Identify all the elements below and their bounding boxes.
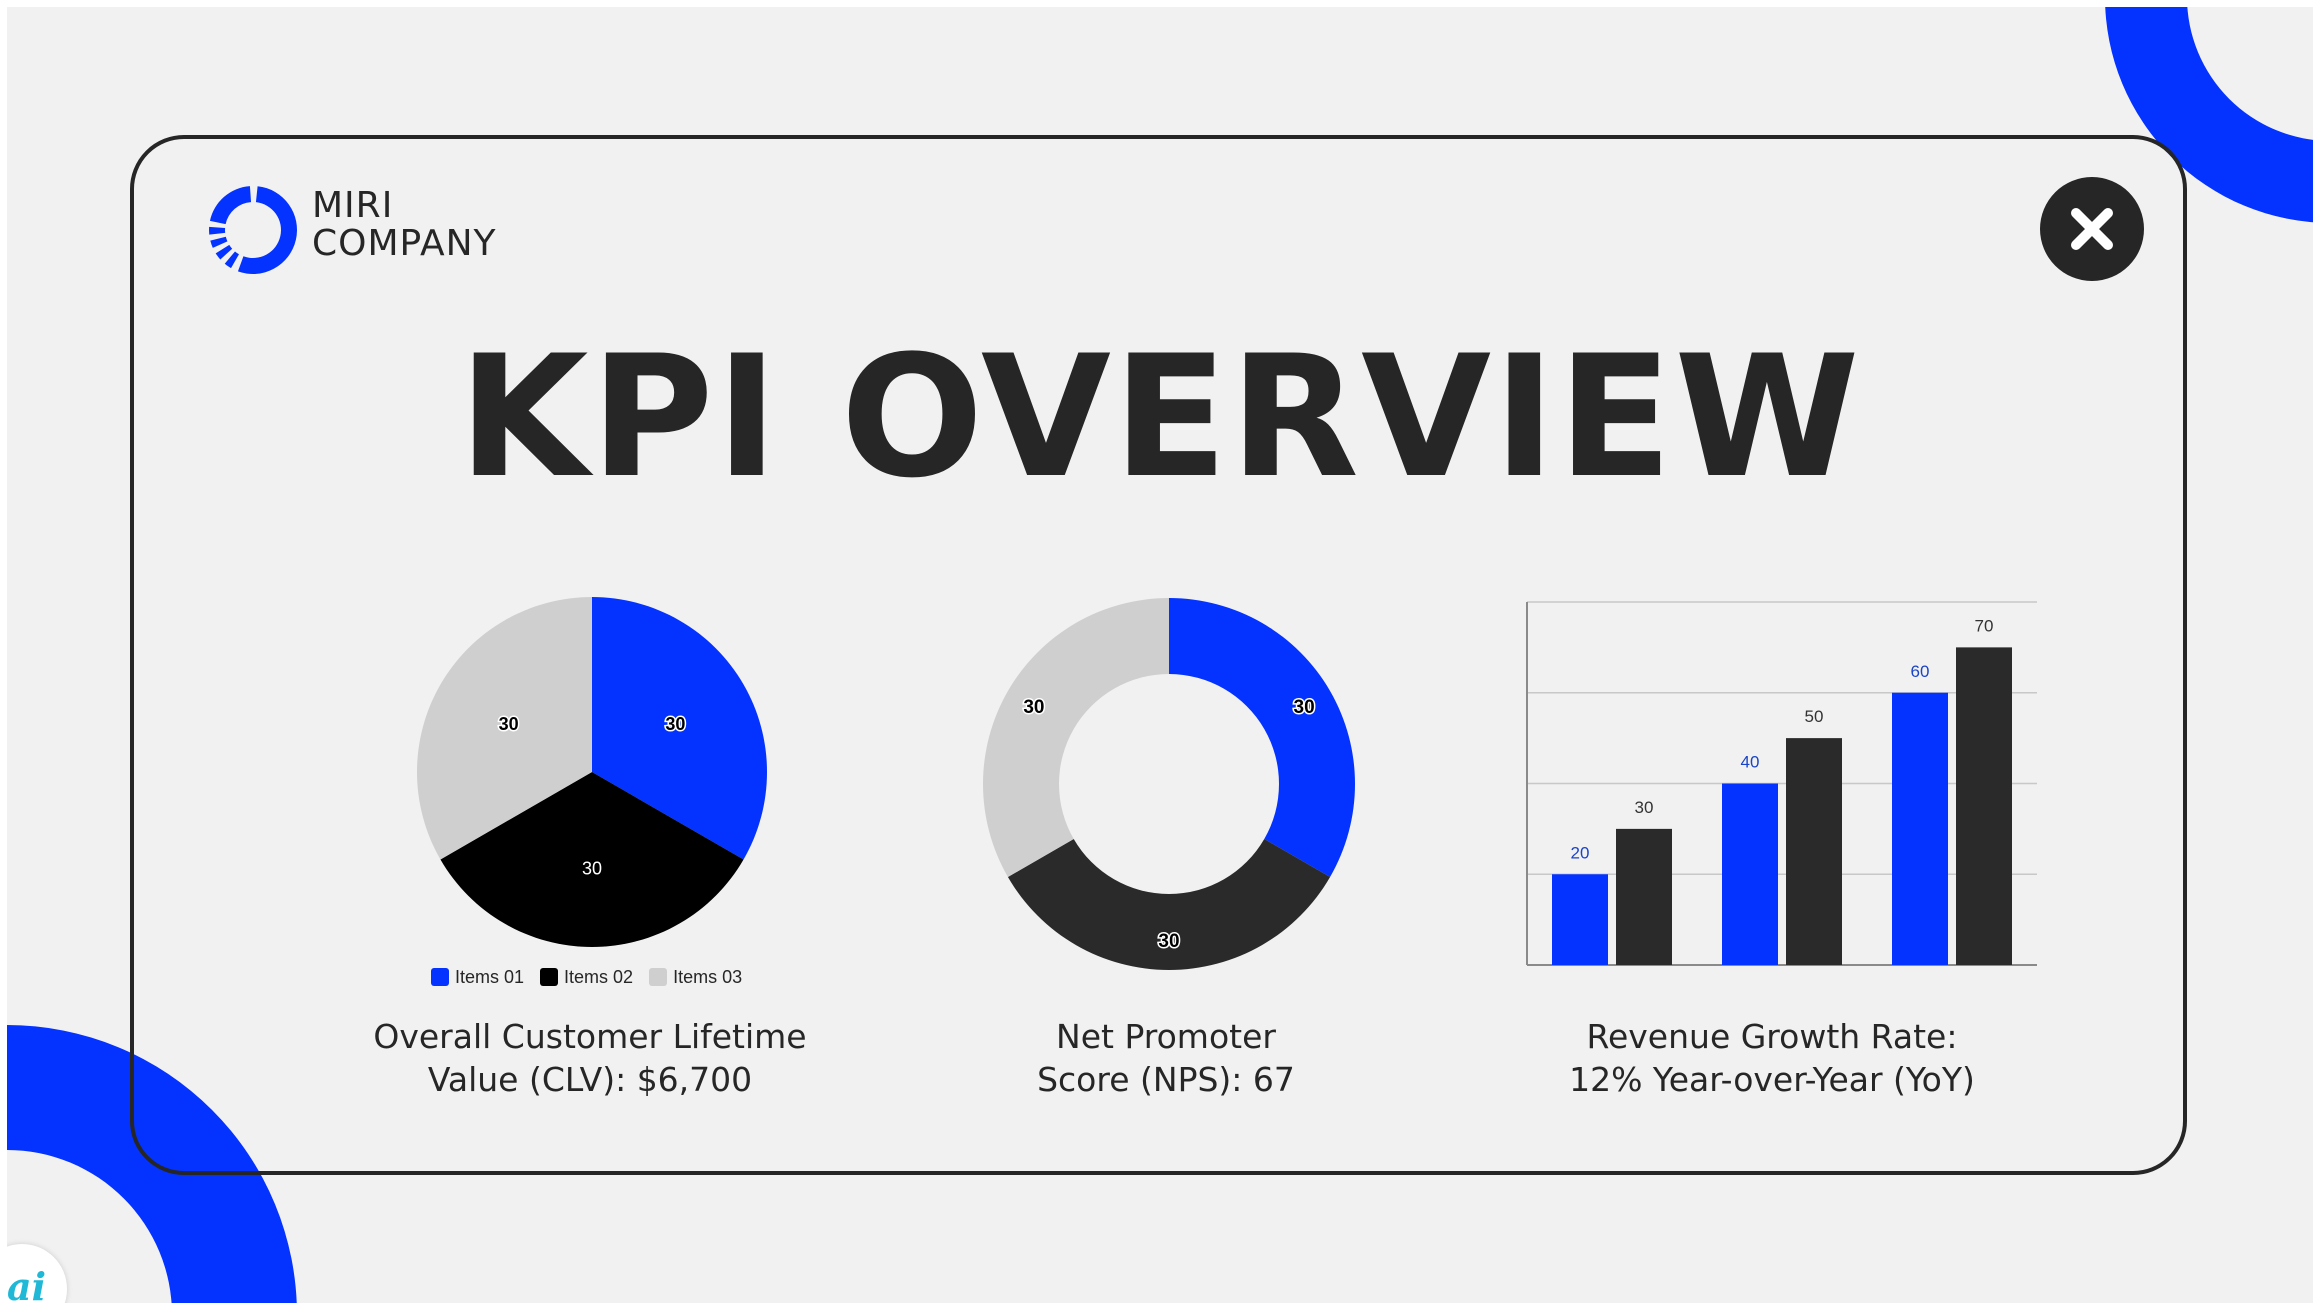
bar-data-label: 30	[1635, 798, 1654, 817]
brand-line-1: MIRI	[312, 185, 394, 226]
donut-slice	[1169, 598, 1355, 877]
caption-line-1: Overall Customer Lifetime	[373, 1017, 807, 1056]
logo-segment	[209, 186, 252, 225]
caption-line-1: Revenue Growth Rate:	[1586, 1017, 1958, 1056]
bar	[1786, 738, 1842, 965]
legend-swatch	[540, 968, 559, 986]
bar-data-label: 70	[1975, 616, 1994, 635]
caption-line-1: Net Promoter	[1056, 1017, 1276, 1056]
donut-data-label: 30	[1023, 697, 1044, 718]
pie-data-label: 30	[499, 714, 519, 734]
brand-line-2: COMPANY	[312, 223, 497, 264]
logo-segment	[209, 226, 226, 235]
legend-label: Items 01	[455, 966, 525, 987]
legend-item: Items 02	[540, 967, 633, 988]
bar	[1956, 647, 2012, 965]
close-button[interactable]	[2040, 177, 2144, 281]
pie-slice	[592, 597, 767, 860]
brand-name: MIRI COMPANY	[312, 187, 497, 263]
content-card	[130, 135, 2187, 1175]
legend-item: Items 01	[431, 967, 524, 988]
decorative-arc-top-right	[2105, 7, 2313, 223]
legend-label: Items 03	[673, 966, 743, 987]
bar-data-label: 40	[1741, 753, 1760, 772]
pie-data-label: 30	[582, 858, 602, 878]
pie-data-label: 30	[665, 714, 685, 734]
legend-label: Items 02	[564, 966, 634, 987]
caption-line-2: Score (NPS): 67	[1037, 1060, 1295, 1099]
bar-data-label: 20	[1571, 843, 1590, 862]
app-badge-icon: ai	[7, 1244, 67, 1303]
logo-segment	[224, 251, 239, 269]
donut-slice	[983, 598, 1169, 877]
logo-segment	[237, 186, 297, 274]
slide: MIRI COMPANY KPI OVERVIEW 30 30 30 Items 0…	[7, 7, 2313, 1303]
revenue-bar-chart: 20 30 40 50 60 70	[1526, 601, 2037, 966]
bar-data-label: 50	[1805, 707, 1824, 726]
donut-data-label: 30	[1294, 697, 1315, 718]
app-badge-text: ai	[7, 1264, 47, 1303]
caption-line-2: Value (CLV): $6,700	[427, 1060, 753, 1099]
close-icon	[2071, 208, 2113, 250]
revenue-caption: Revenue Growth Rate: 12% Year-over-Year …	[1472, 1015, 2072, 1101]
nps-donut-chart: 30 30 30	[983, 598, 1355, 970]
legend-item: Items 03	[649, 967, 742, 988]
logo-icon	[209, 186, 297, 274]
pie-legend: Items 01 Items 02 Items 03	[431, 965, 742, 989]
bar	[1552, 874, 1608, 965]
legend-swatch	[431, 968, 449, 986]
bar	[1722, 783, 1778, 965]
logo-segment	[215, 244, 233, 260]
pie-slice	[417, 597, 592, 860]
donut-slice	[1007, 839, 1331, 970]
donut-data-label: 30	[1158, 931, 1179, 952]
caption-line-2: 12% Year-over-Year (YoY)	[1569, 1060, 1975, 1099]
clv-caption: Overall Customer Lifetime Value (CLV): $…	[290, 1015, 890, 1101]
logo-segment	[210, 236, 228, 248]
legend-swatch	[649, 968, 668, 986]
bar	[1892, 692, 1948, 965]
page-title: KPI OVERVIEW	[458, 319, 1862, 515]
bar-data-label: 60	[1911, 662, 1930, 681]
nps-caption: Net Promoter Score (NPS): 67	[866, 1015, 1466, 1101]
clv-pie-chart: 30 30 30	[417, 597, 767, 947]
bar	[1616, 828, 1672, 965]
